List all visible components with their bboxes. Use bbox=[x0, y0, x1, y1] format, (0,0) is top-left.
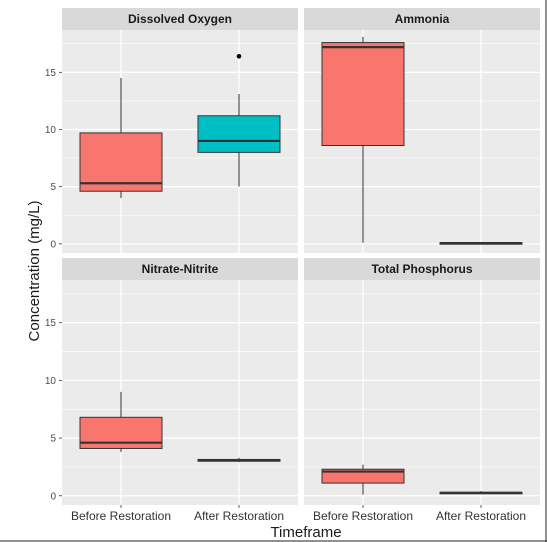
x-tick-label-before-restoration: Before Restoration bbox=[313, 509, 413, 523]
y-tick-label: 0 bbox=[50, 491, 56, 502]
panel-nitrate-nitrite: Nitrate-Nitrite bbox=[62, 258, 298, 505]
box-iqr bbox=[79, 132, 163, 192]
y-tick-label: 15 bbox=[45, 68, 57, 79]
y-tick-label: 0 bbox=[50, 239, 56, 250]
box-iqr bbox=[321, 468, 405, 484]
box-dissolved-oxygen-after-restoration bbox=[197, 54, 281, 187]
plot-bg-total-phosphorus bbox=[304, 280, 540, 505]
y-axis-title: Concentration (mg/L) bbox=[26, 201, 43, 342]
box-nitrate-nitrite-before-restoration bbox=[79, 391, 163, 452]
box-total-phosphorus-after-restoration bbox=[439, 491, 523, 495]
box-iqr bbox=[321, 42, 405, 147]
strip-title-dissolved-oxygen: Dissolved Oxygen bbox=[128, 12, 232, 26]
x-axis-title: Timeframe bbox=[270, 524, 341, 541]
strip-dissolved-oxygen bbox=[62, 8, 298, 30]
strip-nitrate-nitrite bbox=[62, 258, 298, 280]
box-nitrate-nitrite-after-restoration bbox=[197, 457, 281, 463]
y-tick-label: 10 bbox=[45, 125, 57, 136]
axis-ticks: 0 5 10 15 0 5 10 15 Before Restoration After Rest… bbox=[45, 68, 526, 523]
y-tick-label: 15 bbox=[45, 318, 57, 329]
panel-dissolved-oxygen: Dissolved Oxygen bbox=[62, 8, 298, 253]
y-tick-label: 5 bbox=[50, 182, 56, 193]
y-tick-label: 5 bbox=[50, 434, 56, 445]
box-total-phosphorus-before-restoration bbox=[321, 464, 405, 495]
strip-title-ammonia: Ammonia bbox=[395, 12, 450, 26]
strip-ammonia bbox=[304, 8, 540, 30]
x-tick-label-after-restoration: After Restoration bbox=[194, 509, 284, 523]
panel-total-phosphorus: Total Phosphorus bbox=[304, 258, 540, 505]
outlier-point bbox=[236, 54, 242, 59]
strip-title-nitrate-nitrite: Nitrate-Nitrite bbox=[142, 262, 219, 276]
x-tick-label-before-restoration: Before Restoration bbox=[71, 509, 171, 523]
x-tick-label-after-restoration: After Restoration bbox=[436, 509, 526, 523]
y-tick-label: 10 bbox=[45, 376, 57, 387]
plot-bg-nitrate-nitrite bbox=[62, 280, 298, 505]
box-dissolved-oxygen-before-restoration bbox=[79, 78, 163, 199]
strip-title-total-phosphorus: Total Phosphorus bbox=[371, 262, 472, 276]
panel-ammonia: Ammonia bbox=[304, 8, 540, 253]
box-ammonia-after-restoration bbox=[439, 241, 523, 245]
box-ammonia-before-restoration bbox=[321, 36, 405, 243]
box-iqr bbox=[197, 115, 281, 153]
strip-total-phosphorus bbox=[304, 258, 540, 280]
facet-panels: Dissolved Oxygen Ammonia Nitrate-Nitrite To… bbox=[62, 8, 540, 505]
